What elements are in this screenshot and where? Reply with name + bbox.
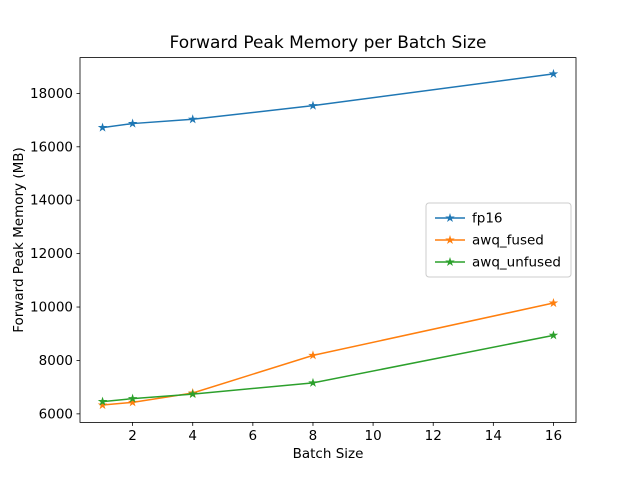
legend-marker [445, 213, 455, 223]
data-point-marker [127, 393, 138, 403]
y-tick-label: 6000 [39, 406, 73, 422]
data-point-marker [548, 68, 559, 78]
data-point-marker [97, 400, 108, 410]
y-tick-label: 12000 [30, 246, 73, 262]
series-line [102, 73, 554, 129]
x-tick-label: 12 [425, 428, 442, 444]
data-point-marker [187, 114, 198, 124]
legend: fp16 awq_fused awq_unfused [425, 202, 572, 278]
chart-title: Forward Peak Memory per Batch Size [170, 33, 487, 53]
plot-border [79, 57, 577, 423]
legend-label: fp16 [472, 211, 503, 227]
legend-label: awq_unfused [472, 255, 561, 271]
y-tick-label: 14000 [30, 193, 73, 209]
series-line [102, 302, 554, 406]
data-point-marker [127, 118, 138, 128]
series-fp16 [97, 68, 559, 132]
x-tick-label: 16 [545, 428, 562, 444]
series-awq_unfused [97, 330, 559, 406]
y-tick-label: 18000 [30, 86, 73, 102]
data-point-marker [97, 396, 108, 406]
x-tick-label: 8 [309, 428, 318, 444]
y-tick-label: 10000 [30, 300, 73, 316]
series-awq_fused [97, 298, 559, 410]
series-line [102, 334, 554, 403]
legend-label: awq_fused [472, 233, 544, 249]
x-tick-label: 10 [364, 428, 381, 444]
y-tick-label: 8000 [39, 353, 73, 369]
x-tick-label: 4 [188, 428, 197, 444]
data-point-marker [548, 298, 559, 308]
x-axis-label: Batch Size [293, 446, 364, 462]
data-point-marker [187, 389, 198, 399]
x-axis: 2 4 6 8 10 12 14 16 [128, 422, 562, 444]
data-point-marker [308, 100, 318, 110]
y-axis-label: Forward Peak Memory (MB) [11, 147, 27, 333]
data-point-marker [127, 397, 138, 407]
legend-box [425, 202, 572, 278]
data-point-marker [308, 350, 318, 360]
legend-marker [445, 257, 455, 267]
x-tick-label: 6 [249, 428, 258, 444]
data-point-marker [97, 122, 108, 132]
data-point-marker [548, 330, 559, 340]
y-axis: 6000 8000 10000 12000 14000 16000 18000 [30, 86, 80, 422]
x-tick-label: 2 [128, 428, 137, 444]
data-point-marker [308, 377, 318, 387]
y-tick-label: 16000 [30, 139, 73, 155]
x-tick-label: 14 [485, 428, 502, 444]
legend-marker [445, 235, 455, 245]
